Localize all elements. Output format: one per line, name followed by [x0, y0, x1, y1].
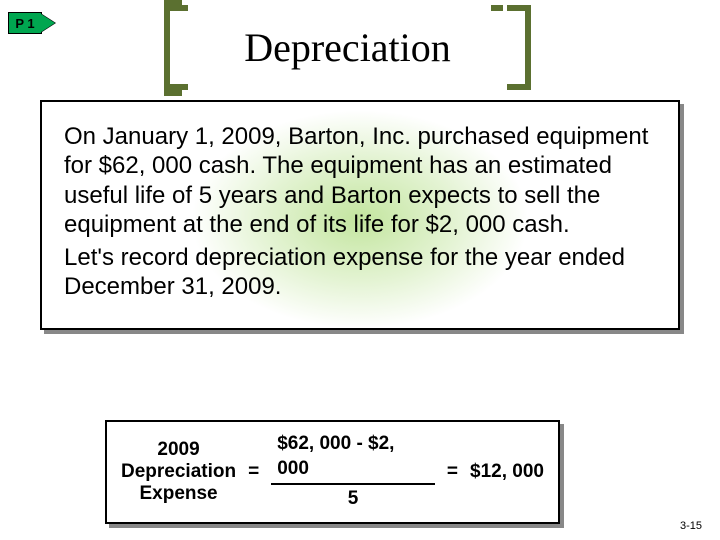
formula-equals-1: = — [248, 461, 259, 483]
formula-numerator: $62, 000 - $2, 000 — [271, 432, 435, 485]
formula-label-line3: Expense — [121, 483, 236, 505]
title-region: Depreciation — [70, 2, 625, 92]
body-panel: On January 1, 2009, Barton, Inc. purchas… — [40, 100, 680, 330]
objective-badge: P 1 — [8, 12, 42, 34]
slide-title: Depreciation — [204, 24, 491, 71]
badge-arrow-icon — [41, 14, 55, 32]
objective-badge-label: P 1 — [15, 16, 34, 31]
body-paragraph-2: Let's record depreciation expense for th… — [64, 243, 656, 302]
formula-denominator: 5 — [348, 485, 359, 512]
formula-result: $12, 000 — [470, 461, 544, 483]
body-text: On January 1, 2009, Barton, Inc. purchas… — [64, 122, 656, 302]
formula-fraction: $62, 000 - $2, 000 5 — [271, 432, 435, 512]
bracket-left-icon — [164, 5, 204, 90]
formula-label-line2: Depreciation — [121, 461, 236, 483]
formula-label: 2009 Depreciation Expense — [121, 439, 236, 505]
formula-equals-2: = — [447, 461, 458, 483]
bracket-right-icon — [491, 5, 531, 90]
formula-label-line1: 2009 — [121, 439, 236, 461]
slide-number: 3-15 — [680, 520, 702, 532]
body-paragraph-1: On January 1, 2009, Barton, Inc. purchas… — [64, 122, 656, 239]
formula-panel: 2009 Depreciation Expense = $62, 000 - $… — [105, 420, 560, 524]
